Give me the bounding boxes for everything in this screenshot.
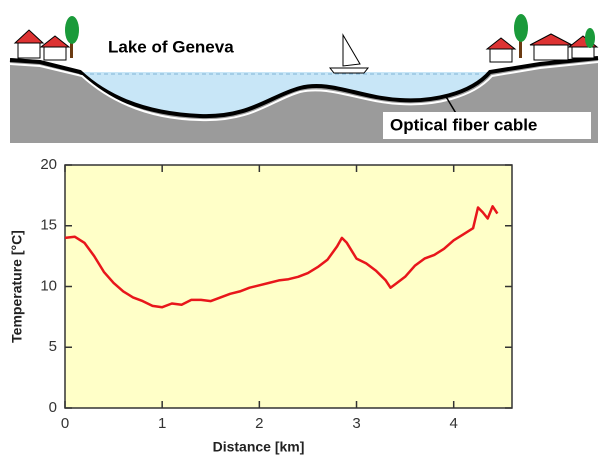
- figure: Lake of Geneva Optical fiber cable 05101…: [0, 0, 602, 457]
- page: {"illustration": {"lake_label": "Lake of…: [0, 0, 602, 457]
- x-tick-label: 1: [158, 415, 166, 432]
- plot-area: [65, 165, 512, 408]
- lake-illustration: Lake of Geneva Optical fiber cable: [10, 10, 598, 143]
- x-axis-label: Distance [km]: [213, 439, 305, 455]
- cable-label: Optical fiber cable: [390, 115, 537, 134]
- lake-label: Lake of Geneva: [108, 37, 234, 56]
- x-tick-label: 4: [450, 415, 458, 432]
- y-tick-label: 10: [40, 277, 57, 294]
- y-tick-label: 15: [40, 217, 57, 234]
- y-axis-label: Temperature [°C]: [9, 230, 25, 343]
- temperature-chart: 0 5 10 15 20 0 1 2 3 4 Distance [km] Temperature [°…: [9, 156, 512, 455]
- y-tick-label: 20: [40, 156, 57, 173]
- y-tick-label: 5: [49, 338, 57, 355]
- y-tick-label: 0: [49, 399, 57, 416]
- x-tick-label: 3: [352, 415, 360, 432]
- x-tick-label: 2: [255, 415, 263, 432]
- x-tick-label: 0: [61, 415, 69, 432]
